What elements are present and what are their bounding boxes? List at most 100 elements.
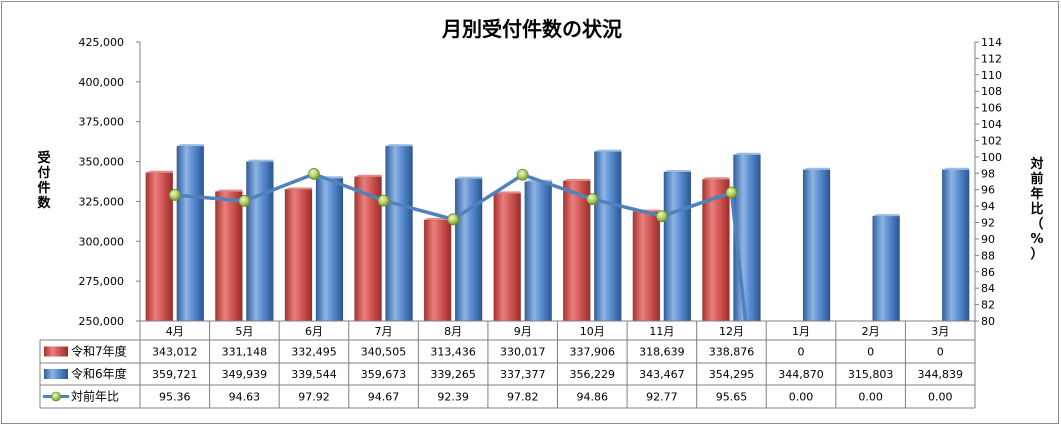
bar-r7 <box>284 189 313 322</box>
bar-top-cap <box>215 189 243 192</box>
bar-r6 <box>176 145 205 322</box>
category-label: 8月 <box>444 325 462 338</box>
y2-tick-label: 84 <box>981 282 995 295</box>
bar-top-cap <box>145 170 173 173</box>
y2-tick-label: 110 <box>981 69 1002 82</box>
y2-tick-label: 80 <box>981 315 995 328</box>
category-label: 4月 <box>166 325 184 338</box>
data-label: 343,467 <box>639 368 685 381</box>
category-label: 1月 <box>792 325 810 338</box>
data-label: 94.63 <box>229 391 261 404</box>
legend-label: 対前年比 <box>71 389 119 404</box>
data-label: 332,495 <box>291 346 337 359</box>
data-label: 337,906 <box>570 346 616 359</box>
data-label: 349,939 <box>222 368 268 381</box>
y-axis-title-char: 受 <box>37 150 50 166</box>
category-label: 9月 <box>514 325 532 338</box>
bar-r6 <box>315 177 344 322</box>
data-label: 356,229 <box>570 368 616 381</box>
bars-group <box>145 144 970 322</box>
y2-tick-label: 94 <box>981 200 995 213</box>
category-label: 11月 <box>649 325 674 338</box>
data-label: 0.00 <box>858 391 883 404</box>
bar-r6 <box>385 145 413 322</box>
data-label: 354,295 <box>709 368 755 381</box>
ratio-marker <box>447 213 460 226</box>
y-tick-label: 325,000 <box>79 195 125 208</box>
bar-r6 <box>524 181 552 322</box>
data-label: 97.92 <box>298 391 330 404</box>
bar-top-cap <box>803 167 831 170</box>
bar-r6 <box>454 178 483 322</box>
data-label: 359,721 <box>152 368 198 381</box>
data-label: 318,639 <box>639 346 685 359</box>
data-label: 343,012 <box>152 346 198 359</box>
y-axis-title: 受付件数 <box>37 150 51 211</box>
bar-r7 <box>215 191 243 322</box>
y2-tick-label: 96 <box>981 184 995 197</box>
y2-axis-title-char: 比 <box>1030 201 1043 217</box>
y2-tick-label: 90 <box>981 233 995 246</box>
y2-axis-title: 対前年比（%） <box>1029 156 1043 262</box>
data-label: 344,870 <box>778 368 824 381</box>
y2-axis-ticks: 114 112 110 108 106 104 102 100 98 96 94 92 90 88 86 84… <box>975 36 1002 328</box>
y-tick-label: 250,000 <box>79 315 125 328</box>
bar-r7 <box>493 193 521 322</box>
bar-top-cap <box>176 144 204 147</box>
data-label: 0.00 <box>928 391 953 404</box>
data-label: 95.36 <box>159 391 191 404</box>
y-tick-label: 375,000 <box>79 116 125 129</box>
y2-axis-title-char: ） <box>1030 246 1043 262</box>
data-label: 92.39 <box>437 391 469 404</box>
legend-label: 令和7年度 <box>71 344 127 359</box>
legend-swatch <box>44 369 68 379</box>
ratio-marker <box>725 186 738 199</box>
bar-top-cap <box>872 214 900 217</box>
data-label: 94.67 <box>368 391 400 404</box>
data-label: 330,017 <box>500 346 546 359</box>
data-label: 344,839 <box>917 368 963 381</box>
bar-top-cap <box>493 191 521 194</box>
category-label: 5月 <box>235 325 253 338</box>
ratio-marker <box>238 195 251 207</box>
category-label: 2月 <box>862 325 880 338</box>
y2-tick-label: 98 <box>981 167 995 180</box>
y-axis-title-char: 数 <box>37 195 51 211</box>
y2-tick-label: 106 <box>981 102 1002 115</box>
ratio-marker <box>377 194 390 207</box>
legend-label: 令和6年度 <box>71 366 127 381</box>
data-label: 339,544 <box>291 368 337 381</box>
data-label: 315,803 <box>848 368 894 381</box>
category-label: 6月 <box>305 325 323 338</box>
y-axis-title-char: 付 <box>37 165 50 181</box>
y-axis-ticks: 425,000 400,000 375,000 350,000 325,000 300,0… <box>79 36 140 328</box>
y2-tick-label: 86 <box>981 266 995 279</box>
data-label: 95.65 <box>716 391 748 404</box>
bar-top-cap <box>284 187 312 190</box>
data-label: 92.77 <box>646 391 678 404</box>
data-label: 0 <box>867 346 874 359</box>
y2-axis-title-char: % <box>1030 232 1043 247</box>
y2-axis-title-char: 前 <box>1030 171 1043 187</box>
bar-r7 <box>632 211 661 322</box>
bar-top-cap <box>663 169 691 172</box>
bar-top-cap <box>246 159 274 162</box>
bar-top-cap <box>455 176 483 179</box>
bar-r7 <box>145 172 174 322</box>
bar-top-cap <box>942 167 970 170</box>
data-label: 0 <box>937 346 944 359</box>
bar-top-cap <box>385 144 413 147</box>
bar-r6 <box>663 171 692 322</box>
y-tick-label: 300,000 <box>79 235 125 248</box>
bar-top-cap <box>354 174 382 177</box>
data-label: 340,505 <box>361 346 407 359</box>
data-label: 359,673 <box>361 368 407 381</box>
data-label: 338,876 <box>709 346 755 359</box>
bar-top-cap <box>733 152 761 155</box>
data-label: 339,265 <box>430 368 476 381</box>
y2-tick-label: 82 <box>981 299 995 312</box>
bar-r6 <box>872 215 900 322</box>
bar-r6 <box>594 151 622 322</box>
category-label: 12月 <box>719 325 744 338</box>
